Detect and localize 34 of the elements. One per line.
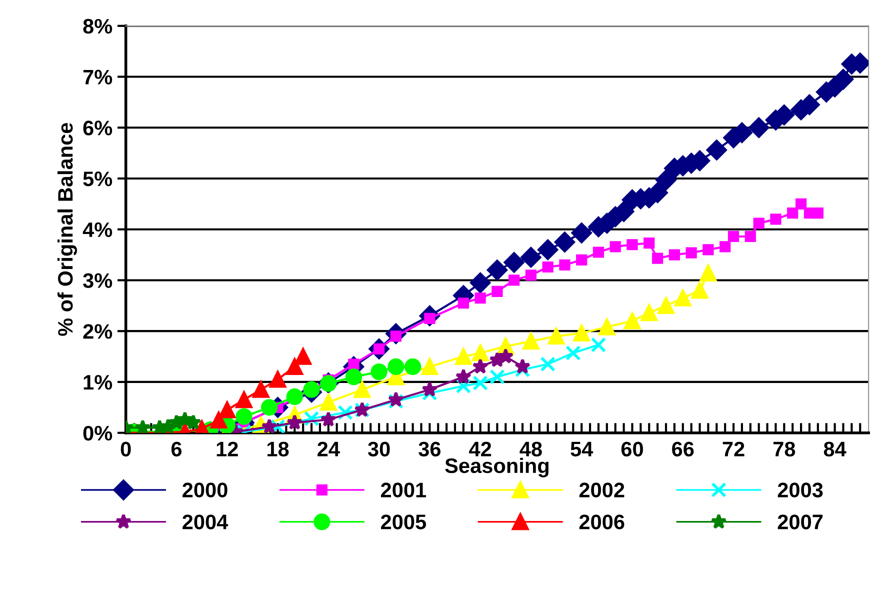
legend-label: 2001 [380,482,426,498]
x-tick-label: 42 [469,442,492,456]
y-axis-title: % of Original Balance [57,122,77,336]
x-tick-label: 6 [171,442,182,456]
x-tick-label: 36 [418,442,441,457]
y-tick-label: 2% [83,324,112,339]
y-tick-label: 8% [83,18,112,34]
x-tick-label: 24 [318,442,340,456]
legend-label: 2004 [182,514,228,530]
x-tick-label: 60 [621,442,643,456]
x-tick-label: 78 [773,442,796,456]
legend-label: 2002 [579,482,624,498]
x-tick-label: 72 [722,442,744,456]
y-tick-label: 1% [84,375,112,390]
legend-label: 2000 [182,482,228,498]
x-tick-label: 84 [824,442,846,456]
legend-label: 2006 [579,514,624,530]
y-tick-label: 5% [83,172,112,186]
x-tick-label: 12 [216,442,238,456]
x-tick-label: 48 [520,442,542,456]
legend-label: 2003 [778,482,823,498]
x-tick-label: 54 [570,442,594,456]
x-tick-label: 18 [267,442,289,456]
x-tick-label: 0 [120,442,131,456]
y-tick-label: 0% [83,426,112,441]
y-tick-label: 4% [82,222,112,238]
y-tick-label: 6% [83,120,112,136]
x-tick-label: 30 [368,442,390,457]
y-tick-label: 3% [83,273,112,288]
legend-label: 2007 [778,514,823,530]
y-tick-label: 7% [83,70,112,84]
x-tick-label: 66 [672,442,694,456]
x-axis-title: Seasoning [445,458,548,478]
legend-label: 2005 [380,514,426,530]
